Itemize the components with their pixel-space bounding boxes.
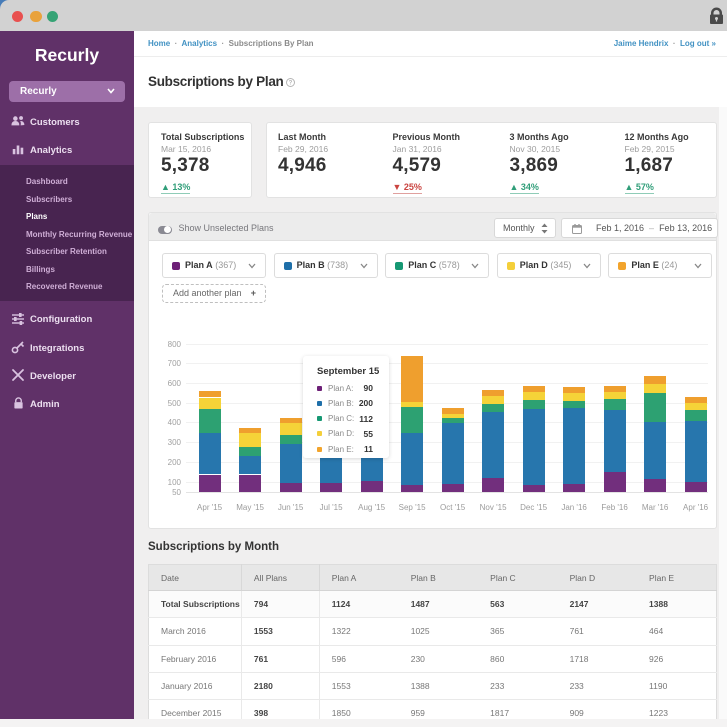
- svg-text:?: ?: [288, 81, 292, 87]
